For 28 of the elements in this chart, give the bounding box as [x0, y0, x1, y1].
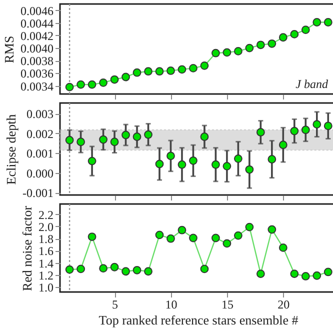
x-tick-label: 20 — [278, 298, 290, 312]
y-tick-label: 1.4 — [38, 256, 54, 270]
y-tick-label: 0.0046 — [20, 4, 54, 18]
y-tick-label: 0.0042 — [20, 28, 54, 43]
y-tick-label: 1.6 — [38, 244, 54, 258]
y-tick-label: 0.000 — [26, 166, 54, 180]
y-tick-label: 0.002 — [26, 126, 54, 141]
y-axis-title: Red noise factor — [20, 205, 34, 292]
y-tick-label: 0.0038 — [20, 54, 54, 68]
x-axis-title: Top ranked reference stars ensemble # — [98, 312, 299, 328]
y-tick-label: 1.2 — [38, 268, 54, 283]
x-tick-label: 10 — [165, 298, 178, 312]
y-axis-title: Eclipse depth — [4, 114, 19, 185]
y-tick-label: 0.003 — [26, 107, 54, 122]
y-tick-label: 0.001 — [26, 146, 54, 161]
y-tick-label: 2.2 — [38, 208, 54, 222]
x-tick-label: 5 — [112, 298, 118, 312]
x-tick-label: 15 — [221, 298, 234, 312]
y-axis-title: RMS — [2, 36, 16, 64]
y-tick-label: 0.0036 — [20, 66, 54, 81]
y-tick-label: 2.0 — [38, 220, 54, 234]
y-tick-label: 1.8 — [38, 232, 54, 246]
y-tick-label: 0.0044 — [20, 16, 54, 30]
y-tick-label: 0.0040 — [20, 42, 54, 56]
annotation: J band — [296, 77, 329, 91]
y-tick-label: 0.0034 — [20, 79, 54, 94]
y-tick-label: -0.001 — [22, 186, 54, 200]
y-tick-label: 1.0 — [38, 280, 54, 295]
